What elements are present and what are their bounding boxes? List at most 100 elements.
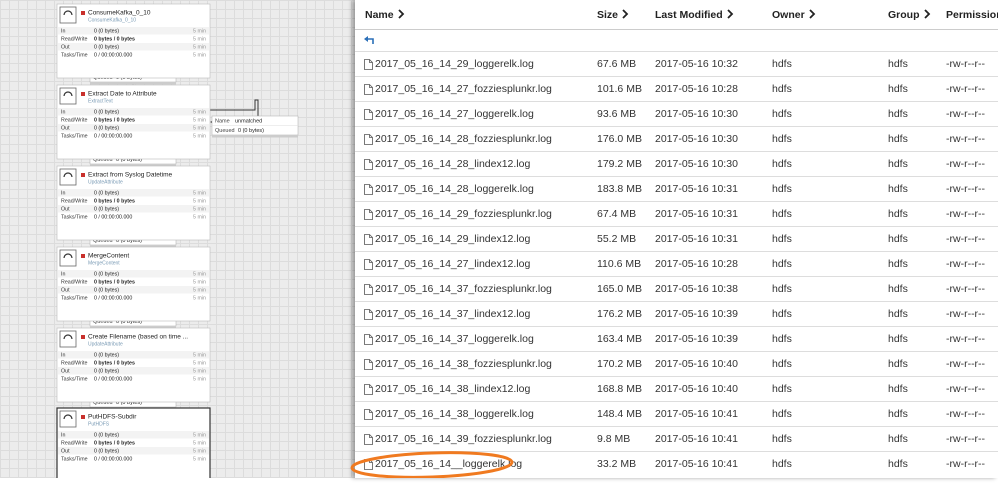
stat-label: Tasks/Time	[61, 295, 88, 301]
file-permission: -rw-r--r--	[946, 83, 986, 95]
file-modified: 2017-05-16 10:38	[655, 283, 738, 295]
file-name[interactable]: 2017_05_16_14_29_fozziesplunkr.log	[375, 208, 552, 220]
file-name[interactable]: 2017_05_16_14_28_loggerelk.log	[375, 183, 534, 195]
file-owner: hdfs	[772, 208, 792, 220]
processor-type: ConsumeKafka_0_10	[88, 17, 136, 23]
processor-type: ExtractText	[88, 98, 113, 104]
file-group: hdfs	[888, 58, 908, 70]
processor[interactable]: Extract from Syslog DatetimeUpdateAttrib…	[56, 165, 211, 241]
file-name[interactable]: 2017_05_16_14_27_lindex12.log	[375, 258, 531, 270]
file-row[interactable]: 2017_05_16_14_28_fozziesplunkr.log 176.0 …	[355, 126, 998, 151]
file-name[interactable]: 2017_05_16_14_37_lindex12.log	[375, 308, 531, 320]
file-permission: -rw-r--r--	[946, 233, 986, 245]
file-name[interactable]: 2017_05_16_14_27_fozziesplunkr.log	[375, 83, 552, 95]
stat-label: Read/Write	[61, 279, 87, 285]
processor-icon	[59, 410, 77, 428]
stat-value: 0 (0 bytes)	[94, 271, 119, 277]
stat-window: 5 min	[193, 44, 206, 50]
column-header[interactable]: Name	[365, 0, 405, 30]
file-permission: -rw-r--r--	[946, 283, 986, 295]
file-permission: -rw-r--r--	[946, 308, 986, 320]
file-row[interactable]: 2017_05_16_14_27_lindex12.log 110.6 MB 201…	[355, 251, 998, 276]
processor-icon	[59, 6, 77, 24]
sort-chevron	[809, 9, 815, 19]
file-row[interactable]: 2017_05_16_14_38_lindex12.log 168.8 MB 201…	[355, 376, 998, 401]
file-icon	[364, 434, 373, 445]
file-row[interactable]: 2017_05_16_14_28_loggerelk.log 183.8 MB 20…	[355, 176, 998, 201]
file-name[interactable]: 2017_05_16_14_38_loggerelk.log	[375, 408, 534, 420]
processor[interactable]: Create Filename (based on time ...Update…	[56, 327, 211, 403]
file-row[interactable]: 2017_05_16_14_27_fozziesplunkr.log 101.6 …	[355, 76, 998, 101]
file-owner: hdfs	[772, 408, 792, 420]
back-button[interactable]	[363, 34, 375, 46]
file-size: 165.0 MB	[597, 283, 642, 295]
file-name[interactable]: 2017_05_16_14_37_fozziesplunkr.log	[375, 283, 552, 295]
stat-label: Out	[61, 368, 70, 374]
stat-value: 0 (0 bytes)	[94, 352, 119, 358]
processor-type: UpdateAttribute	[88, 179, 123, 185]
file-row[interactable]: 2017_05_16_14_37_lindex12.log 176.2 MB 201…	[355, 301, 998, 326]
file-name[interactable]: 2017_05_16_14_39_fozziesplunkr.log	[375, 433, 552, 445]
stat-window: 5 min	[193, 360, 206, 366]
file-size: 55.2 MB	[597, 233, 637, 245]
file-row[interactable]: 2017_05_16_14_38_fozziesplunkr.log 170.2 …	[355, 351, 998, 376]
stat-window: 5 min	[193, 198, 206, 204]
stat-window: 5 min	[193, 456, 206, 462]
file-name[interactable]: 2017_05_16_14_37_loggerelk.log	[375, 333, 534, 345]
file-name[interactable]: 2017_05_16_14_38_lindex12.log	[375, 383, 531, 395]
stat-label: Out	[61, 44, 70, 50]
file-name[interactable]: 2017_05_16_14_29_loggerelk.log	[375, 58, 534, 70]
file-name[interactable]: 2017_05_16_14_27_loggerelk.log	[375, 108, 534, 120]
file-row[interactable]: 2017_05_16_14_29_fozziesplunkr.log 67.4 M…	[355, 201, 998, 226]
stat-value: 0 bytes / 0 bytes	[94, 36, 135, 42]
stat-label: Out	[61, 125, 70, 131]
column-header[interactable]: Last Modified	[655, 0, 734, 30]
stat-row	[58, 27, 209, 35]
connection-queued-label: Queued	[93, 319, 113, 325]
file-name[interactable]: 2017_05_16_14_28_lindex12.log	[375, 158, 531, 170]
file-icon	[364, 234, 373, 245]
processor-name: MergeContent	[88, 253, 129, 260]
file-row[interactable]: 2017_05_16_14__loggerelk.log 33.2 MB 2017-…	[355, 451, 998, 476]
file-row[interactable]: 2017_05_16_14_37_loggerelk.log 163.4 MB 20…	[355, 326, 998, 351]
file-name[interactable]: 2017_05_16_14_28_fozziesplunkr.log	[375, 133, 552, 145]
file-permission: -rw-r--r--	[946, 458, 986, 470]
column-header[interactable]: Size	[597, 0, 629, 30]
file-row[interactable]: 2017_05_16_14_37_fozziesplunkr.log 165.0 …	[355, 276, 998, 301]
connection-queued: 0 (0 bytes)	[116, 157, 142, 163]
file-row[interactable]: 2017_05_16_14_39_fozziesplunkr.log 9.8 MB…	[355, 426, 998, 451]
file-permission: -rw-r--r--	[946, 333, 986, 345]
file-icon	[364, 209, 373, 220]
file-row[interactable]: 2017_05_16_14_29_loggerelk.log 67.6 MB 201…	[355, 51, 998, 76]
file-group: hdfs	[888, 208, 908, 220]
file-row[interactable]: 2017_05_16_14_29_lindex12.log 55.2 MB 2017…	[355, 226, 998, 251]
column-header[interactable]: Owner	[772, 0, 816, 30]
file-permission: -rw-r--r--	[946, 383, 986, 395]
column-header[interactable]: Group	[888, 0, 931, 30]
file-modified: 2017-05-16 10:41	[655, 458, 738, 470]
queue-bar	[212, 135, 298, 138]
stat-window: 5 min	[193, 133, 206, 139]
file-name[interactable]: 2017_05_16_14_29_lindex12.log	[375, 233, 531, 245]
stat-row	[58, 431, 209, 439]
file-row[interactable]: 2017_05_16_14_28_lindex12.log 179.2 MB 201…	[355, 151, 998, 176]
column-header[interactable]: Permission	[946, 0, 998, 30]
file-name[interactable]: 2017_05_16_14_38_fozziesplunkr.log	[375, 358, 552, 370]
file-name[interactable]: 2017_05_16_14__loggerelk.log	[375, 458, 523, 470]
file-browser: Name Size Last Modified Owner Group Permissio…	[355, 0, 998, 478]
file-modified: 2017-05-16 10:40	[655, 358, 738, 370]
stat-value: 0 (0 bytes)	[94, 448, 119, 454]
file-row[interactable]: 2017_05_16_14_38_loggerelk.log 148.4 MB 20…	[355, 401, 998, 426]
stat-value: 0 (0 bytes)	[94, 368, 119, 374]
file-modified: 2017-05-16 10:41	[655, 433, 738, 445]
file-row[interactable]: 2017_05_16_14_27_loggerelk.log 93.6 MB 201…	[355, 101, 998, 126]
file-modified: 2017-05-16 10:30	[655, 108, 738, 120]
stat-value: 0 bytes / 0 bytes	[94, 440, 135, 446]
stat-row	[58, 367, 209, 375]
file-modified: 2017-05-16 10:39	[655, 308, 738, 320]
